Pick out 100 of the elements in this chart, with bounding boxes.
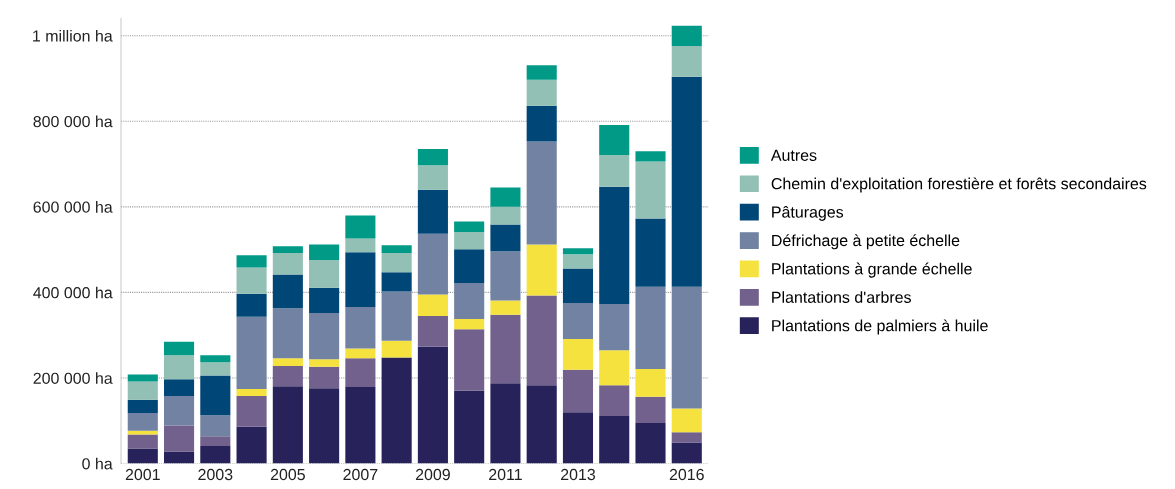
bar: [526, 141, 557, 245]
bar: [671, 432, 702, 443]
bar: [309, 287, 340, 313]
bar: [562, 339, 594, 370]
y-tick-label: 400 000 ha: [33, 286, 113, 299]
bar: [562, 248, 594, 255]
bar: [490, 224, 521, 252]
x-tick-label: 2011: [489, 468, 522, 481]
legend-label: Plantations à grande échelle: [772, 262, 972, 278]
bar: [417, 346, 448, 464]
bar: [200, 446, 231, 464]
bar: [599, 125, 630, 156]
bar: [200, 375, 231, 416]
bar: [200, 415, 231, 437]
bar: [526, 295, 557, 386]
bar: [127, 399, 158, 414]
bar: [309, 388, 340, 464]
bar: [526, 65, 557, 80]
bar: [454, 390, 485, 464]
bar: [127, 413, 158, 431]
bar: [599, 350, 630, 386]
bar: [490, 314, 521, 384]
bar: [272, 386, 303, 464]
bar: [671, 408, 702, 433]
bar: [490, 187, 521, 207]
bar: [671, 45, 702, 77]
bar: [454, 283, 485, 319]
bar: [381, 253, 412, 273]
bar: [490, 383, 521, 464]
bar: [236, 255, 267, 268]
bar: [562, 303, 594, 340]
x-tick-label: 2016: [669, 468, 704, 481]
x-tick-label: 2001: [125, 468, 160, 481]
x-tick-label: 2003: [198, 468, 233, 481]
bar: [272, 366, 303, 387]
bar: [381, 291, 412, 341]
bar: [272, 308, 303, 359]
bar: [345, 238, 376, 253]
bar: [562, 254, 594, 269]
legend-label: Défrichage à petite échelle: [772, 234, 960, 250]
bar: [236, 293, 267, 317]
bar: [236, 395, 267, 427]
bar: [381, 272, 412, 292]
x-tick-label: 2013: [561, 468, 596, 481]
bar: [490, 251, 521, 301]
bar: [309, 259, 340, 288]
bar: [599, 186, 630, 304]
bar: [236, 426, 267, 464]
bar: [454, 221, 485, 233]
legend-label: Autres: [770, 149, 817, 161]
bar: [671, 286, 702, 409]
bar: [200, 362, 231, 376]
bar: [381, 340, 412, 358]
bar: [309, 359, 340, 367]
bar: [454, 329, 485, 391]
bar: [635, 286, 666, 370]
bar: [671, 76, 702, 287]
bar: [671, 25, 702, 46]
bar: [417, 189, 448, 234]
bar: [127, 434, 158, 449]
bar: [236, 267, 267, 294]
bar: [599, 155, 630, 187]
legend-label: Plantations de palmiers à huile: [772, 319, 988, 335]
x-tick-label: 2005: [270, 468, 305, 481]
bar: [562, 369, 594, 413]
bar: [526, 105, 557, 142]
bar: [309, 366, 340, 389]
bar: [309, 244, 340, 260]
bar: [635, 369, 666, 397]
bar: [417, 165, 448, 190]
bar: [417, 294, 448, 316]
y-tick-label: 200 000 ha: [33, 372, 113, 384]
bar: [164, 341, 195, 356]
bar: [309, 312, 340, 360]
bar: [635, 161, 666, 219]
bar: [345, 306, 376, 349]
bar: [345, 252, 376, 307]
bar: [200, 355, 231, 363]
bar: [526, 244, 557, 296]
bar: [599, 385, 630, 417]
bar: [381, 357, 412, 464]
legend-label: Pâturages: [772, 205, 844, 221]
legend-label: Chemin d'exploitation forestière et forêts secondaires: [771, 177, 1147, 193]
bar: [236, 389, 267, 396]
bar: [164, 395, 195, 426]
bar: [635, 151, 666, 162]
bar: [345, 386, 376, 464]
bar: [272, 253, 303, 275]
bar: [599, 416, 630, 464]
bar: [164, 425, 195, 452]
y-tick-label: 0 ha: [82, 457, 113, 470]
bar: [490, 300, 521, 315]
bar: [200, 436, 231, 447]
bar: [164, 451, 195, 464]
bar: [454, 232, 485, 250]
y-tick-label: 600 000 ha: [33, 201, 113, 213]
bar: [345, 348, 376, 359]
bar: [526, 385, 557, 464]
y-tick-label: 1 million ha: [33, 29, 113, 42]
bar: [635, 396, 666, 423]
